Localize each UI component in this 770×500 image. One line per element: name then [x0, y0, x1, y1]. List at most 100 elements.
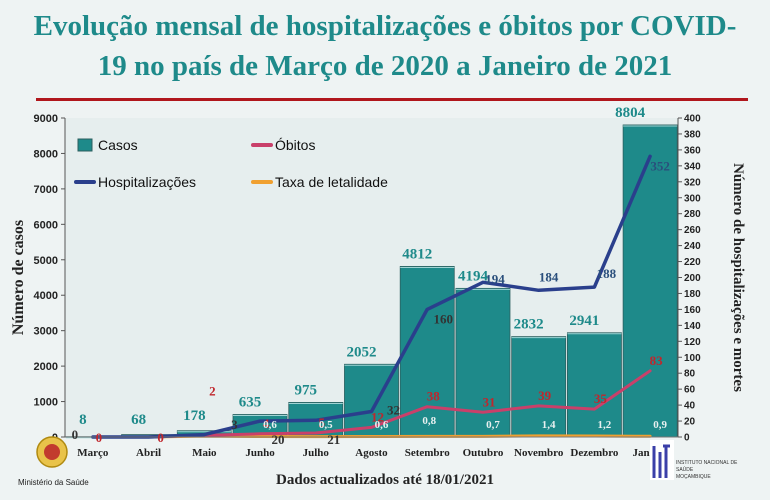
data-label-taxa: 1,2: [598, 419, 612, 431]
y-tick-label-right: 180: [684, 289, 701, 300]
x-tick-label: Setembro: [405, 447, 451, 459]
data-label-casos: 2052: [347, 344, 377, 360]
line-hospitalizacoes: [91, 154, 652, 439]
y-tick-label-left: 2000: [34, 361, 58, 373]
x-tick-label: Outubro: [463, 447, 504, 459]
data-label-taxa: 0,6: [375, 419, 389, 431]
y-tick-label-right: 260: [684, 225, 701, 236]
institute-line-2: MOÇAMBIQUE: [676, 474, 711, 480]
y-tick-label-right: 0: [684, 433, 690, 444]
data-label-casos: 2832: [514, 317, 544, 333]
data-label-casos: 635: [239, 394, 262, 410]
data-label-taxa: 0,8: [422, 415, 436, 427]
y-tick-label-right: 20: [684, 417, 696, 428]
data-label-taxa: 0,5: [319, 419, 333, 431]
y-tick-label-left: 8000: [34, 148, 58, 160]
y-tick-label-right: 100: [684, 353, 701, 364]
data-label-obitos: 38: [427, 389, 441, 404]
legend-label: Casos: [98, 137, 138, 153]
title-divider: [36, 98, 748, 101]
data-label-obitos: 5: [319, 415, 326, 430]
data-label-obitos: 4: [263, 416, 270, 431]
ministry-label: Ministério da Saúde: [18, 478, 89, 487]
data-label-hospitalizacoes: 20: [272, 432, 285, 447]
data-label-casos: 8: [79, 412, 87, 428]
data-label-casos: 178: [183, 408, 206, 424]
institute-logo-icon: [652, 444, 670, 478]
data-label-taxa: 0,9: [653, 419, 667, 431]
data-label-taxa: 1,4: [542, 419, 556, 431]
bar-casos: [622, 124, 678, 438]
institute-line-1: INSTITUTO NACIONAL DE SAÚDE: [676, 460, 738, 473]
data-label-taxa: 0,6: [263, 419, 277, 431]
data-label-casos: 975: [295, 382, 318, 398]
y-tick-label-right: 220: [684, 257, 701, 268]
y-tick-label-right: 60: [684, 385, 696, 396]
x-tick-label: Dezembro: [570, 447, 619, 459]
y-tick-label-right: 320: [684, 177, 701, 188]
data-label-hospitalizacoes: 21: [327, 432, 340, 447]
data-label-casos: 8804: [615, 105, 646, 121]
data-label-hospitalizacoes: 160: [433, 311, 453, 326]
data-label-hospitalizacoes: 352: [650, 158, 670, 173]
y-tick-label-left: 5000: [34, 255, 58, 267]
data-label-obitos: 35: [594, 391, 608, 406]
data-label-hospitalizacoes: 3: [231, 417, 238, 432]
data-label-casos: 68: [131, 412, 146, 428]
data-label-obitos: 0: [96, 430, 103, 445]
y-tick-label-right: 400: [684, 114, 701, 125]
data-label-obitos: 83: [650, 353, 664, 368]
data-label-obitos: 31: [482, 394, 495, 409]
data-label-hospitalizacoes: 184: [539, 269, 559, 284]
data-label-casos: 4812: [402, 246, 432, 262]
y-tick-label-left: 9000: [34, 113, 58, 125]
data-label-taxa: 0,7: [486, 419, 500, 431]
y-tick-label-left: 1000: [34, 397, 58, 409]
x-tick-label: Junho: [245, 447, 275, 459]
y-tick-label-right: 280: [684, 209, 701, 220]
y-tick-label-right: 300: [684, 193, 701, 204]
y-tick-label-right: 40: [684, 401, 696, 412]
y-tick-label-right: 340: [684, 161, 701, 172]
y-tick-label-right: 240: [684, 241, 701, 252]
data-label-obitos: 39: [538, 388, 552, 403]
data-label-obitos: 2: [209, 383, 216, 398]
data-label-obitos: 12: [371, 409, 384, 424]
y-tick-label-right: 200: [684, 273, 701, 284]
y-axis-title-left: Número de casos: [10, 220, 27, 335]
bar-casos: [399, 266, 455, 438]
y-tick-label-right: 360: [684, 145, 701, 156]
bar-casos: [455, 287, 511, 438]
x-tick-label: Agosto: [355, 447, 388, 459]
data-label-hospitalizacoes: 188: [597, 266, 617, 281]
y-tick-label-right: 80: [684, 369, 696, 380]
data-label-casos: 4194: [458, 268, 489, 284]
legend-label: Óbitos: [275, 137, 315, 153]
data-label-taxa: 1,1: [217, 417, 231, 429]
bar-casos: [566, 332, 622, 438]
title-line-2: 19 no país de Março de 2020 a Janeiro de…: [97, 50, 673, 82]
data-label-hospitalizacoes: 32: [387, 402, 400, 417]
x-tick-label: Novembro: [514, 447, 564, 459]
x-tick-label: Maio: [192, 447, 217, 459]
y-tick-label-left: 4000: [34, 290, 58, 302]
y-tick-label-right: 160: [684, 305, 701, 316]
legend-swatch-casos: [77, 138, 93, 152]
y-axis-title-right: Número de hospitalizações e mortes: [730, 163, 746, 392]
legend-label: Taxa de letalidade: [275, 174, 388, 190]
y-tick-label-left: 7000: [34, 184, 58, 196]
data-label-casos: 2941: [569, 313, 599, 329]
x-tick-label: Julho: [303, 447, 330, 459]
bar-casos: [511, 336, 567, 438]
page-title: Evolução mensal de hospitalizações e óbi…: [0, 6, 770, 86]
legend-label: Hospitalizações: [98, 174, 196, 190]
data-label-obitos: 0: [157, 430, 164, 445]
data-label-hospitalizacoes: 0: [72, 427, 79, 442]
footer-note: Dados actualizados até 18/01/2021: [276, 472, 494, 488]
x-tick-label: Abril: [136, 447, 161, 459]
y-tick-label-right: 120: [684, 337, 701, 348]
x-tick-label: Março: [77, 447, 109, 459]
y-tick-label-left: 3000: [34, 326, 58, 338]
institute-label: INSTITUTO NACIONAL DE SAÚDE MOÇAMBIQUE: [676, 460, 746, 481]
